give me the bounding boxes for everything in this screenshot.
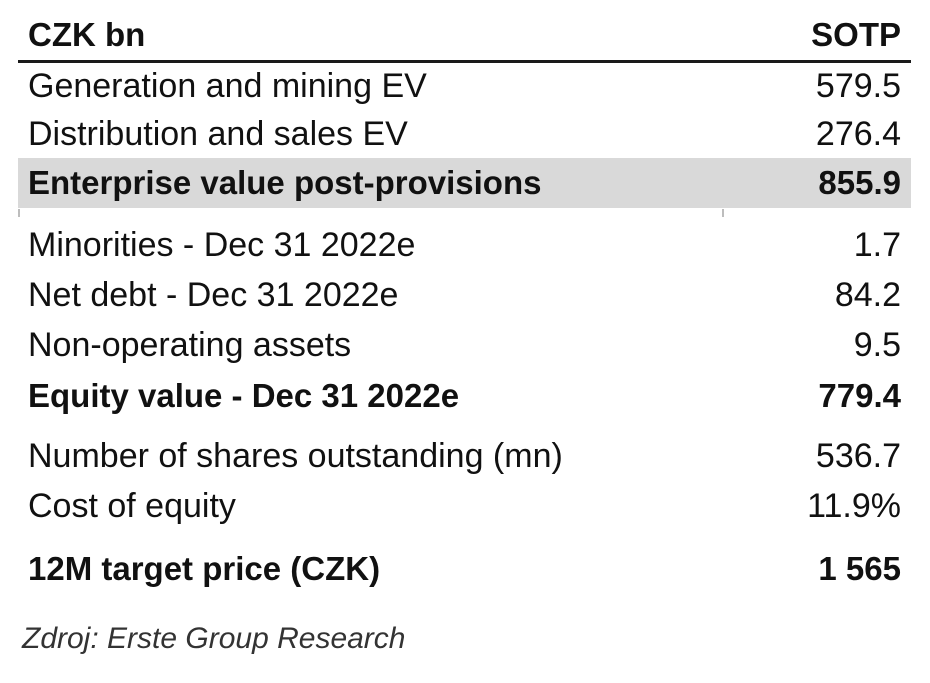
row-value: 779.4 (818, 377, 901, 414)
table-row: Number of shares outstanding (mn) 536.7 (18, 432, 911, 482)
row-value: 536.7 (815, 437, 901, 475)
row-divider-tick (18, 209, 20, 217)
header-unit-label: CZK bn (28, 16, 146, 53)
row-label: Distribution and sales EV (28, 115, 408, 153)
source-note: Zdroj: Erste Group Research (22, 622, 406, 655)
row-label: Cost of equity (28, 487, 236, 525)
row-label: Enterprise value post-provisions (28, 164, 542, 201)
table-row: Cost of equity 11.9% (18, 482, 911, 532)
row-value: 11.9% (807, 487, 901, 525)
row-label: 12M target price (CZK) (28, 550, 381, 587)
row-label: Number of shares outstanding (mn) (28, 437, 563, 475)
table-row: Non-operating assets 9.5 (18, 321, 911, 371)
table-row: Equity value - Dec 31 2022e 779.4 (18, 371, 911, 421)
table-row: Generation and mining EV 579.5 (18, 62, 911, 112)
header-sotp-label: SOTP (811, 16, 901, 53)
row-label: Equity value - Dec 31 2022e (28, 377, 460, 414)
table-row-highlight: Enterprise value post-provisions 855.9 (18, 158, 911, 208)
row-value: 9.5 (853, 326, 901, 364)
row-label: Net debt - Dec 31 2022e (28, 276, 399, 314)
row-value: 1 565 (818, 550, 901, 587)
row-value: 579.5 (815, 67, 901, 105)
table-row: Minorities - Dec 31 2022e 1.7 (18, 221, 911, 271)
table-row: 12M target price (CZK) 1 565 (18, 544, 911, 594)
table-header: CZK bn SOTP (18, 14, 911, 63)
row-label: Generation and mining EV (28, 67, 427, 105)
row-value: 855.9 (818, 164, 901, 201)
row-label: Non-operating assets (28, 326, 352, 364)
row-value: 84.2 (834, 276, 901, 314)
table-row: Distribution and sales EV 276.4 (18, 110, 911, 160)
row-divider-tick (722, 209, 724, 217)
row-value: 1.7 (853, 226, 901, 264)
row-label: Minorities - Dec 31 2022e (28, 226, 416, 264)
table-row: Net debt - Dec 31 2022e 84.2 (18, 271, 911, 321)
row-value: 276.4 (815, 115, 901, 153)
